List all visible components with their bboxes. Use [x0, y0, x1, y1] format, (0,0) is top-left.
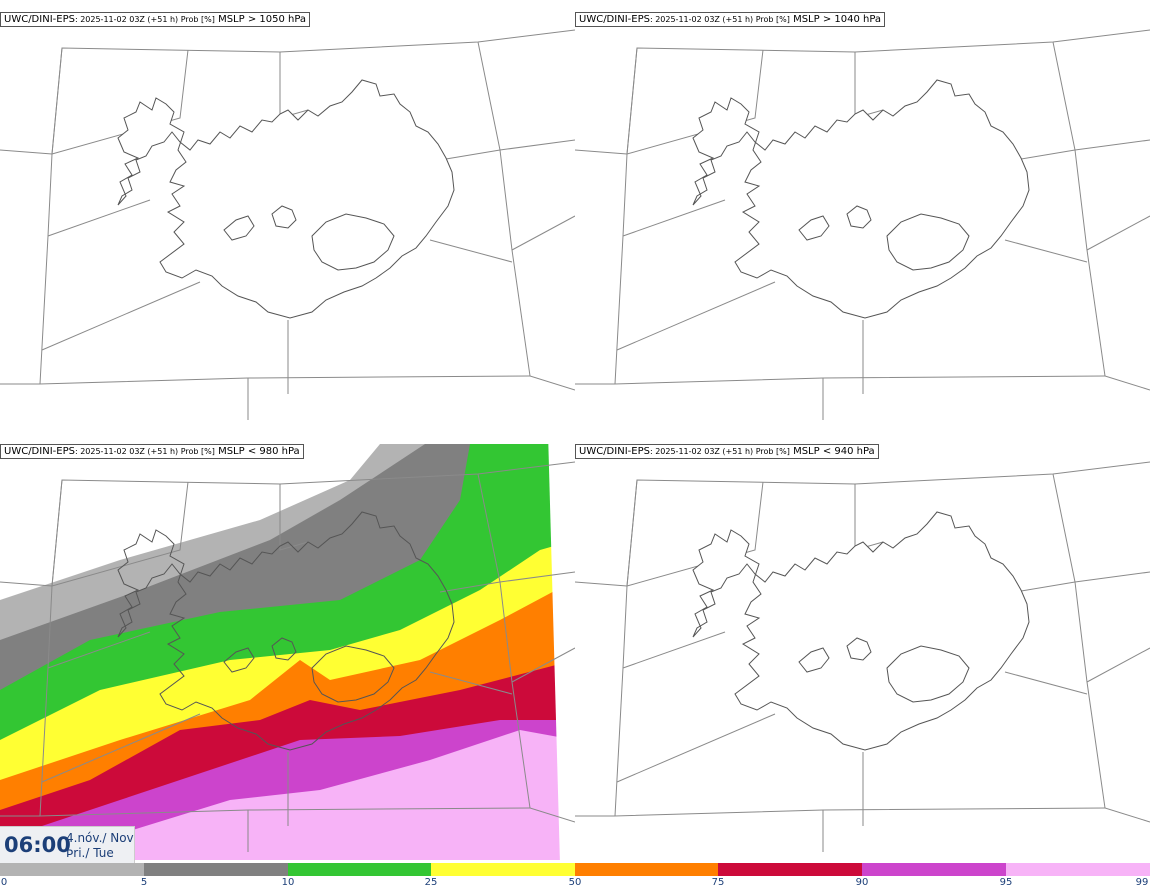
colorbar-tick-label: 90 [855, 877, 869, 888]
map-panel-4: UWC/DINI-EPS: 2025-11-02 03Z (+51 h) Pro… [575, 432, 1150, 864]
colorbar-tick-label: 10 [281, 877, 295, 888]
colorbar-segment [1006, 863, 1150, 876]
map-canvas [0, 432, 575, 864]
map-canvas [0, 29, 575, 420]
field-name: MSLP < 940 hPa [793, 446, 875, 457]
domain-edge [548, 432, 575, 864]
colorbar-segment [0, 863, 144, 876]
model-name: UWC/DINI-EPS [4, 446, 75, 457]
colorbar-segment [718, 863, 862, 876]
panel-title: UWC/DINI-EPS: 2025-11-02 03Z (+51 h) Pro… [575, 12, 886, 27]
map-panel-3: UWC/DINI-EPS: 2025-11-02 03Z (+51 h) Pro… [0, 432, 575, 864]
map-panel-2: UWC/DINI-EPS: 2025-11-02 03Z (+51 h) Pro… [575, 0, 1150, 432]
model-name: UWC/DINI-EPS [579, 14, 650, 25]
graticule [0, 29, 575, 420]
run-info: : 2025-11-02 03Z (+51 h) Prob [%] [74, 447, 215, 456]
run-info: : 2025-11-02 03Z (+51 h) Prob [%] [649, 447, 790, 456]
graticule [575, 461, 1150, 852]
model-name: UWC/DINI-EPS [4, 14, 75, 25]
valid-time-box: 06:00 4.nóv./ Nov Þri./ Tue [0, 826, 135, 863]
field-name: MSLP < 980 hPa [218, 446, 300, 457]
probability-field [0, 444, 575, 860]
iceland-coastline [117, 79, 455, 319]
map-canvas [575, 461, 1150, 852]
valid-time: 06:00 [4, 833, 71, 857]
colorbar-segment [575, 863, 718, 876]
graticule [0, 461, 575, 852]
probability-colorbar: 0 5 10 25 50 75 90 95 99 [0, 863, 1150, 891]
panel-title: UWC/DINI-EPS: 2025-11-02 03Z (+51 h) Pro… [0, 12, 311, 27]
iceland-coastline [692, 511, 1030, 751]
colorbar-segment [288, 863, 431, 876]
colorbar-tick-label: 0 [0, 877, 8, 888]
field-name: MSLP > 1040 hPa [793, 14, 882, 25]
field-name: MSLP > 1050 hPa [218, 14, 307, 25]
iceland-coastline [692, 79, 1030, 319]
valid-date-line2: Þri./ Tue [66, 846, 114, 860]
panel-title: UWC/DINI-EPS: 2025-11-02 03Z (+51 h) Pro… [575, 444, 879, 459]
run-info: : 2025-11-02 03Z (+51 h) Prob [%] [649, 15, 790, 24]
panel-title: UWC/DINI-EPS: 2025-11-02 03Z (+51 h) Pro… [0, 444, 304, 459]
colorbar-tick-label: 25 [424, 877, 438, 888]
colorbar-tick-label: 50 [568, 877, 582, 888]
iceland-coastline [117, 511, 455, 751]
colorbar-segment [862, 863, 1006, 876]
map-canvas [575, 29, 1150, 420]
colorbar-tick-label: 5 [140, 877, 148, 888]
colorbar-segment [144, 863, 288, 876]
valid-date-line1: 4.nóv./ Nov [66, 831, 134, 845]
run-info: : 2025-11-02 03Z (+51 h) Prob [%] [74, 15, 215, 24]
model-name: UWC/DINI-EPS [579, 446, 650, 457]
colorbar-segment [431, 863, 575, 876]
colorbar-tick-label: 99 [1135, 877, 1149, 888]
colorbar-tick-label: 95 [999, 877, 1013, 888]
colorbar-tick-label: 75 [711, 877, 725, 888]
map-panel-1: UWC/DINI-EPS: 2025-11-02 03Z (+51 h) Pro… [0, 0, 575, 432]
